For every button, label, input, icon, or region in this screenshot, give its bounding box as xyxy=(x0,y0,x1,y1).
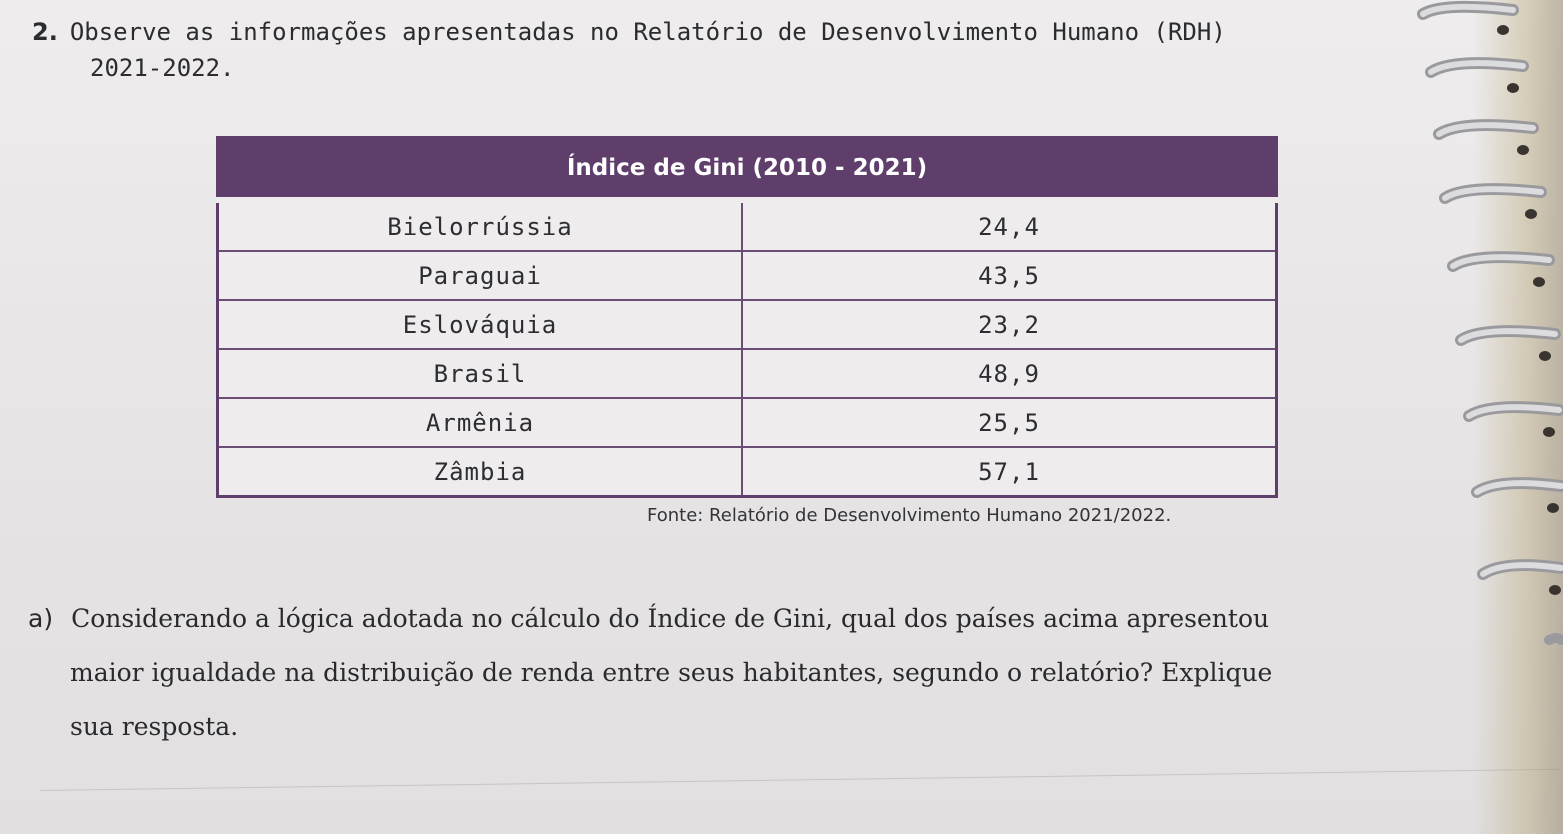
table-row: Armênia 25,5 xyxy=(216,397,1278,448)
country-cell: Brasil xyxy=(216,348,743,399)
sub-question-line1: Considerando a lógica adotada no cálculo… xyxy=(71,604,1270,633)
spiral-binding xyxy=(1383,0,1563,834)
gini-value-cell: 48,9 xyxy=(741,348,1278,399)
gini-value-cell: 57,1 xyxy=(741,446,1278,498)
country-cell: Bielorrússia xyxy=(216,199,743,252)
table-row: Paraguai 43,5 xyxy=(216,250,1278,301)
country-cell: Armênia xyxy=(216,397,743,448)
question-text-line1: Observe as informações apresentadas no R… xyxy=(69,18,1226,46)
sub-question-line2: maior igualdade na distribuição de renda… xyxy=(70,658,1273,687)
gini-value-cell: 23,2 xyxy=(741,299,1278,350)
table-row: Eslováquia 23,2 xyxy=(216,299,1278,350)
table-row: Zâmbia 57,1 xyxy=(216,446,1278,498)
table-row: Brasil 48,9 xyxy=(216,348,1278,399)
sub-question-line3: sua resposta. xyxy=(70,712,239,741)
question-number: 2. xyxy=(32,18,58,46)
table-source: Fonte: Relatório de Desenvolvimento Huma… xyxy=(647,505,1172,526)
gini-value-cell: 25,5 xyxy=(741,397,1278,448)
country-cell: Paraguai xyxy=(216,250,743,301)
sub-question-a: a) Considerando a lógica adotada no cálcu… xyxy=(28,592,1518,754)
country-cell: Zâmbia xyxy=(216,446,743,498)
country-cell: Eslováquia xyxy=(216,299,743,350)
table-header: Índice de Gini (2010 - 2021) xyxy=(217,137,1277,203)
table-row: Bielorrússia 24,4 xyxy=(216,199,1278,252)
gini-value-cell: 24,4 xyxy=(741,199,1278,252)
gini-table-container: Índice de Gini (2010 - 2021) Bielorrússi… xyxy=(216,136,1278,498)
binding-shadow xyxy=(1473,0,1563,834)
question-text-line2: 2021-2022. xyxy=(90,54,235,82)
table-header-row: Índice de Gini (2010 - 2021) xyxy=(217,137,1277,203)
spiral-rings-icon xyxy=(1417,0,1563,645)
question-2: 2. Observe as informações apresentadas no… xyxy=(32,14,1412,86)
answer-line[interactable] xyxy=(39,768,1560,791)
gini-table: Índice de Gini (2010 - 2021) Bielorrússi… xyxy=(216,136,1278,498)
sub-question-letter: a) xyxy=(28,604,54,633)
gini-value-cell: 43,5 xyxy=(741,250,1278,301)
